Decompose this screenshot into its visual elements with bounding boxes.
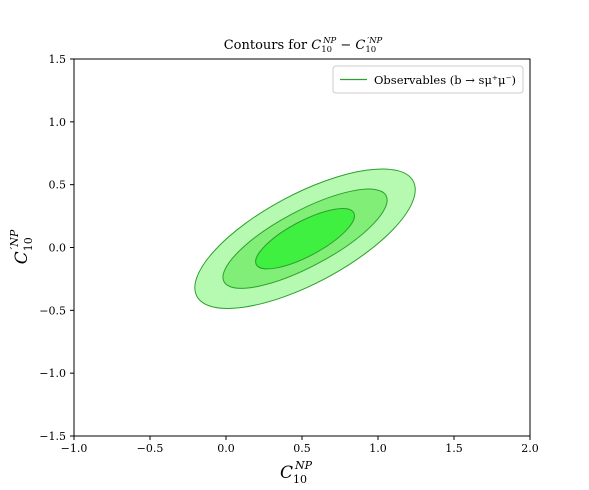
y-tick-label: −1.0 xyxy=(39,367,66,380)
y-tick-label: −0.5 xyxy=(39,304,66,317)
chart-title: Contours for C10NP − C10′NP xyxy=(224,36,383,55)
x-tick-label: −0.5 xyxy=(137,442,164,455)
contour-layer xyxy=(194,168,416,309)
y-tick-label: 0.0 xyxy=(49,242,67,255)
y-tick-label: 1.0 xyxy=(49,116,67,129)
legend: Observables (b → sμ⁺μ⁻) xyxy=(332,65,524,94)
legend-label-observables: Observables (b → sμ⁺μ⁻) xyxy=(374,73,516,87)
contour-1sigma xyxy=(255,208,355,270)
y-axis-ticks: −1.5 −1.0 −0.5 0.0 0.5 1.0 1.5 xyxy=(39,53,74,443)
x-tick-label: 2.0 xyxy=(521,442,539,455)
x-tick-label: −1.0 xyxy=(61,442,88,455)
y-tick-label: 1.5 xyxy=(49,53,67,66)
x-tick-label: 1.0 xyxy=(369,442,387,455)
x-tick-label: 1.5 xyxy=(445,442,463,455)
x-axis-label: C10NP xyxy=(280,459,313,486)
x-axis-ticks: −1.0 −0.5 0.0 0.5 1.0 1.5 2.0 xyxy=(61,436,539,455)
y-tick-label: −1.5 xyxy=(39,430,66,443)
y-axis-label: C10′NP xyxy=(8,229,35,264)
legend-box xyxy=(332,65,524,94)
y-tick-label: 0.5 xyxy=(49,179,67,192)
x-tick-label: 0.0 xyxy=(217,442,235,455)
x-tick-label: 0.5 xyxy=(293,442,311,455)
